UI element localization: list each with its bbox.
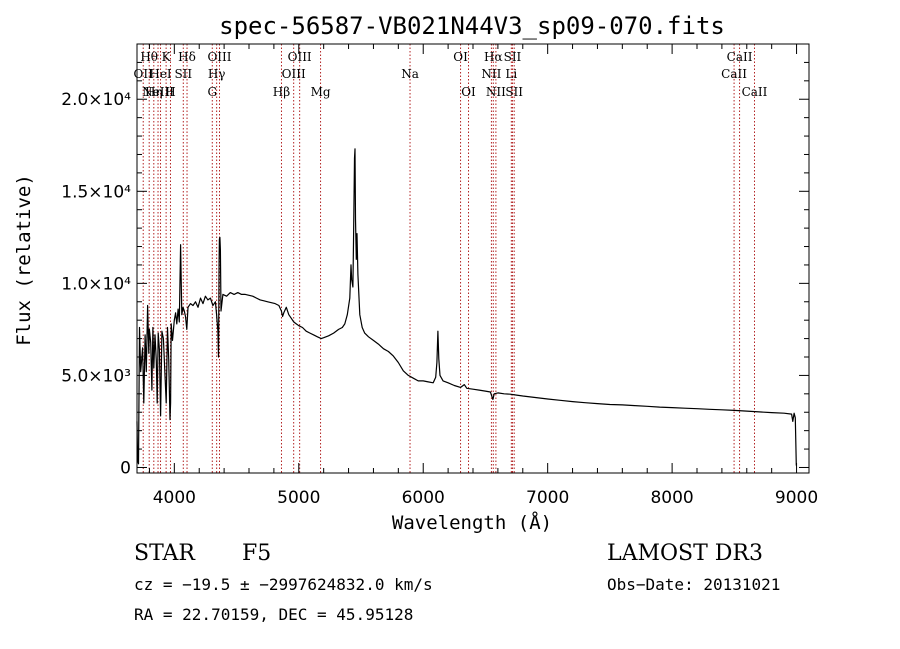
- line-label-22: Li: [505, 67, 517, 81]
- x-tick-label-2: 6000: [402, 488, 445, 508]
- line-label-12: Hβ: [273, 85, 290, 99]
- redshift-text: cz = −19.5 ± −2997624832.0 km/s: [134, 575, 433, 594]
- line-label-24: SII: [505, 85, 523, 99]
- line-label-5: K: [162, 50, 172, 64]
- y-tick-label-2: 1.0×10⁴: [61, 274, 131, 294]
- survey-name: LAMOST DR3: [607, 541, 763, 566]
- line-label-2: Hη: [145, 85, 163, 99]
- x-tick-label-3: 7000: [526, 488, 569, 508]
- line-label-21: NII: [486, 85, 506, 99]
- line-label-14: OIII: [288, 50, 312, 64]
- line-label-11: OIII: [207, 50, 231, 64]
- line-label-9: G: [207, 85, 217, 99]
- object-subclass: F5: [242, 541, 271, 566]
- line-label-20: Hα: [484, 50, 503, 64]
- y-tick-label-1: 5.0×10³: [61, 366, 131, 386]
- y-axis-ticks: 0 5.0×10³ 1.0×10⁴ 1.5×10⁴ 2.0×10⁴: [61, 61, 809, 478]
- line-label-23: SII: [504, 50, 522, 64]
- x-tick-label-4: 8000: [650, 488, 693, 508]
- line-label-4: HeI: [149, 67, 172, 81]
- line-label-0: OII: [134, 67, 154, 81]
- x-tick-label-1: 5000: [277, 488, 320, 508]
- radec-text: RA = 22.70159, DEC = 45.95128: [134, 605, 413, 624]
- x-axis-ticks: 4000 5000 6000 7000 8000 9000: [148, 44, 818, 508]
- line-label-16: Na: [401, 67, 419, 81]
- line-label-7: SII: [174, 67, 192, 81]
- obs-date-text: Obs−Date: 20131021: [607, 575, 780, 594]
- y-tick-label-0: 0: [120, 458, 131, 478]
- line-label-25: CaII: [721, 67, 747, 81]
- line-label-3: NeIII: [142, 85, 174, 99]
- y-tick-label-4: 2.0×10⁴: [61, 90, 131, 110]
- line-label-18: OI: [461, 85, 476, 99]
- x-tick-label-5: 9000: [775, 488, 818, 508]
- emission-line-markers: [142, 44, 755, 473]
- line-label-13: OIII: [282, 67, 306, 81]
- chart-title: spec-56587-VB021N44V3_sp09-070.fits: [219, 12, 725, 40]
- line-label-17: OI: [453, 50, 468, 64]
- spectrum-line: [136, 148, 797, 466]
- line-label-8: Hδ: [178, 50, 196, 64]
- line-label-27: CaII: [742, 85, 768, 99]
- y-axis-label: Flux (relative): [13, 174, 35, 346]
- line-label-26: CaII: [727, 50, 753, 64]
- line-label-15: Mg: [311, 85, 331, 99]
- x-tick-label-0: 4000: [153, 488, 196, 508]
- line-label-10: Hγ: [208, 67, 226, 81]
- line-label-6: H: [165, 85, 175, 99]
- line-label-1: Hθ: [140, 50, 158, 64]
- object-class: STAR: [134, 541, 196, 566]
- y-tick-label-3: 1.5×10⁴: [61, 182, 131, 202]
- x-axis-label: Wavelength (Å): [392, 511, 552, 534]
- line-label-19: NII: [481, 67, 501, 81]
